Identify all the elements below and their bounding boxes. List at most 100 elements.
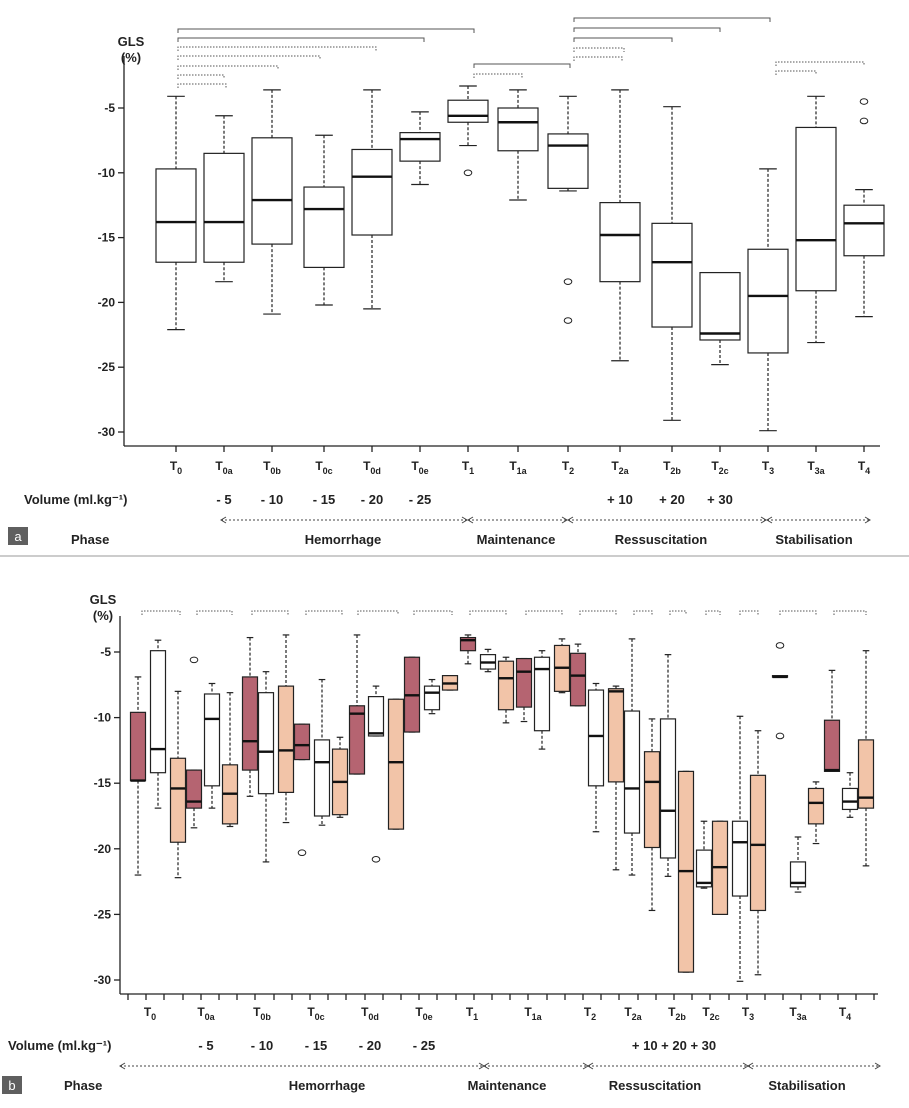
outlier-point [775, 732, 785, 740]
box-group-26 [607, 685, 625, 871]
box-iqr [387, 698, 405, 830]
time-point-label: T1 [466, 1005, 478, 1022]
box-group-24 [569, 643, 587, 707]
significance-bracket [573, 56, 623, 61]
time-point-label: T2 [562, 459, 574, 476]
time-point-sub: 1a [517, 466, 528, 476]
significance-bracket [579, 610, 617, 615]
box-iqr [497, 660, 515, 711]
box-group-12 [348, 634, 366, 775]
y-tick-label: -10 [94, 711, 112, 725]
box-group-6 [447, 85, 489, 177]
box-iqr [587, 689, 605, 787]
time-point-main: T [415, 1005, 423, 1019]
outlier-point [463, 169, 473, 177]
box-group-2 [169, 690, 187, 879]
significance-bracket [669, 610, 687, 615]
time-point-main: T [742, 1005, 750, 1019]
time-point-sub: 0a [205, 1012, 216, 1022]
volume-value: - 10 [251, 1038, 273, 1053]
box-group-3 [303, 134, 345, 306]
box-group-1 [149, 639, 167, 809]
box-group-0 [155, 95, 197, 331]
time-point-sub: 3a [797, 1012, 808, 1022]
significance-bracket [177, 37, 425, 42]
box-group-39 [841, 772, 859, 818]
box-iqr [251, 137, 293, 245]
box-iqr [651, 222, 693, 328]
phase-name: Ressuscitation [609, 1078, 702, 1093]
time-point-label: T0c [307, 1005, 324, 1022]
box-group-0 [129, 676, 147, 876]
outlier-point [563, 278, 573, 285]
time-point-sub: 4 [846, 1012, 851, 1022]
box-iqr [203, 152, 245, 263]
time-point-label: T3a [789, 1005, 807, 1022]
box-group-3 [185, 656, 203, 829]
phase-arrow-arrow [467, 516, 474, 524]
box-iqr [399, 132, 441, 162]
phase-arrow-arrow [864, 516, 871, 524]
box-group-34 [749, 730, 767, 976]
box-iqr [129, 711, 147, 782]
box-iqr [747, 248, 789, 354]
y-tick-label: -5 [104, 101, 115, 115]
box-group-14 [387, 698, 405, 830]
box-iqr [659, 718, 677, 859]
time-point-sub: 0d [368, 1012, 379, 1022]
time-point-main: T [611, 459, 619, 473]
time-point-label: T3 [762, 459, 774, 476]
box-group-14 [843, 98, 885, 318]
time-point-sub: 0e [423, 1012, 433, 1022]
significance-bracket [196, 610, 233, 615]
volume-value: - 25 [413, 1038, 435, 1053]
box-iqr [293, 723, 311, 761]
volume-value: - 20 [359, 1038, 381, 1053]
significance-bracket [573, 17, 771, 22]
time-point-sub: 2 [591, 1012, 596, 1022]
box-group-4 [351, 89, 393, 310]
time-point-sub: 0c [323, 466, 333, 476]
y-tick-label: -15 [98, 231, 116, 245]
time-point-main: T [462, 459, 470, 473]
time-point-label: T2c [711, 459, 728, 476]
time-point-label: T4 [858, 459, 870, 476]
box-iqr [169, 757, 187, 843]
time-point-main: T [253, 1005, 261, 1019]
box-iqr [423, 685, 441, 711]
volume-value: - 15 [305, 1038, 327, 1053]
time-point-main: T [562, 459, 570, 473]
box-group-9 [293, 723, 311, 857]
phase-arrow-arrow [747, 1062, 754, 1070]
box-iqr [857, 739, 875, 809]
box-group-5 [221, 692, 239, 828]
outlier-point [297, 849, 307, 857]
box-iqr [643, 751, 661, 849]
time-point-sub: 3 [749, 1012, 754, 1022]
time-point-main: T [807, 459, 815, 473]
phase-arrow-arrow [766, 516, 773, 524]
box-group-29 [659, 654, 677, 877]
box-iqr [497, 107, 539, 152]
time-point-sub: 2c [710, 1012, 720, 1022]
time-point-main: T [170, 459, 178, 473]
time-point-main: T [663, 459, 671, 473]
significance-bracket [739, 610, 759, 615]
time-point-sub: 0 [177, 466, 182, 476]
phase-name: Hemorrhage [305, 532, 382, 547]
significance-bracket [305, 610, 343, 615]
box-group-13 [367, 685, 385, 863]
box-group-10 [651, 106, 693, 421]
time-point-main: T [702, 1005, 710, 1019]
time-point-main: T [711, 459, 719, 473]
box-group-19 [479, 648, 497, 673]
box-group-5 [399, 111, 441, 186]
box-iqr [731, 820, 749, 897]
significance-bracket [633, 610, 653, 615]
box-iqr [348, 705, 366, 775]
box-iqr [807, 787, 825, 825]
time-point-sub: 0c [315, 1012, 325, 1022]
